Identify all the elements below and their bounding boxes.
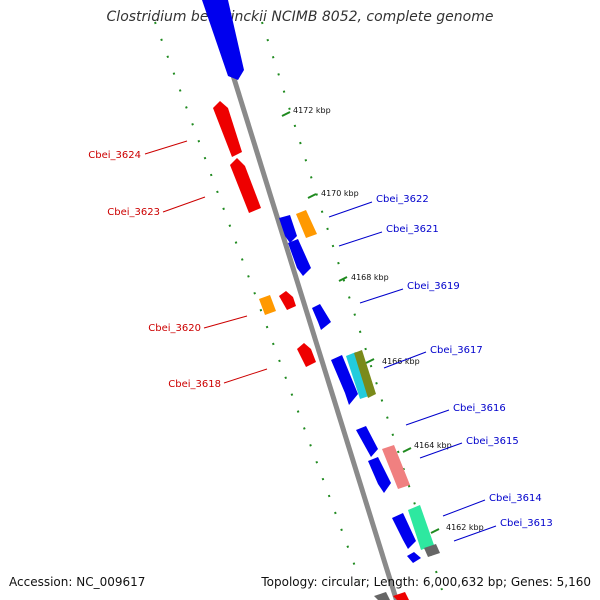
tick-label: 4164 kbp bbox=[414, 441, 452, 450]
genome-backbone bbox=[206, 0, 400, 600]
tick-4170: 4170 kbp bbox=[307, 189, 359, 199]
reverse-gene-3624[interactable] bbox=[213, 101, 242, 157]
leader-line bbox=[383, 351, 427, 369]
reverse-gene-3620[interactable] bbox=[279, 291, 296, 310]
gene-label-cbei-3619[interactable]: Cbei_3619 bbox=[407, 281, 460, 292]
leader-line bbox=[338, 231, 383, 247]
leader-line bbox=[144, 140, 188, 155]
leader-line bbox=[328, 201, 373, 218]
forward-gene-d[interactable] bbox=[331, 355, 358, 405]
gene-label-cbei-3614[interactable]: Cbei_3614 bbox=[489, 493, 542, 504]
orange-gene-3622[interactable] bbox=[296, 210, 317, 238]
leader-line bbox=[359, 288, 404, 304]
forward-gene-g[interactable] bbox=[392, 513, 416, 549]
orange-gene-3620[interactable] bbox=[259, 295, 276, 315]
gene-label-cbei-3618[interactable]: Cbei_3618 bbox=[168, 379, 221, 390]
gene-label-cbei-3617[interactable]: Cbei_3617 bbox=[430, 345, 483, 356]
leader-line bbox=[453, 525, 497, 542]
gray-gene-3613[interactable] bbox=[424, 544, 440, 557]
leader-line bbox=[419, 442, 463, 459]
tick-4162: 4162 kbp bbox=[430, 523, 484, 534]
gene-label-cbei-3616[interactable]: Cbei_3616 bbox=[453, 403, 506, 414]
gray-gene-bottom bbox=[374, 592, 390, 600]
gene-label-cbei-3624[interactable]: Cbei_3624 bbox=[88, 150, 141, 161]
leader-line bbox=[442, 499, 486, 517]
forward-gene-c[interactable] bbox=[312, 304, 331, 330]
olive-gene-3617[interactable] bbox=[354, 350, 376, 398]
tick-label: 4162 kbp bbox=[446, 523, 484, 532]
gene-label-cbei-3615[interactable]: Cbei_3615 bbox=[466, 436, 519, 447]
pink-gene-3615[interactable] bbox=[382, 445, 410, 489]
leader-line bbox=[203, 315, 248, 329]
forward-gene-f[interactable] bbox=[368, 457, 391, 493]
reverse-gene-3623[interactable] bbox=[230, 158, 261, 213]
reverse-gene-3618[interactable] bbox=[297, 343, 316, 367]
gene-label-cbei-3623[interactable]: Cbei_3623 bbox=[107, 207, 160, 218]
tick-label: 4170 kbp bbox=[321, 189, 359, 198]
map-title: Clostridium beijerinckii NCIMB 8052, com… bbox=[106, 9, 494, 25]
gene-label-cbei-3621[interactable]: Cbei_3621 bbox=[386, 224, 439, 235]
cyan-gene-3617[interactable] bbox=[346, 352, 369, 399]
forward-gene-top[interactable] bbox=[202, 0, 244, 80]
forward-gene-b[interactable] bbox=[288, 239, 311, 276]
forward-gene-a[interactable] bbox=[279, 215, 297, 243]
tick-4164: 4164 kbp bbox=[402, 441, 452, 453]
forward-gene-e[interactable] bbox=[356, 426, 378, 457]
accession-label: Accession: NC_009617 bbox=[9, 575, 146, 589]
tick-label: 4172 kbp bbox=[293, 106, 331, 115]
leader-line bbox=[405, 409, 450, 426]
gene-label-cbei-3622[interactable]: Cbei_3622 bbox=[376, 194, 429, 205]
topology-label: Topology: circular; Length: 6,000,632 bp… bbox=[261, 575, 591, 589]
red-gene-bottom bbox=[393, 592, 409, 600]
leader-line bbox=[162, 196, 206, 213]
leader-line bbox=[223, 368, 268, 384]
mint-gene-3614[interactable] bbox=[408, 505, 434, 550]
tick-4172: 4172 kbp bbox=[281, 106, 331, 117]
forward-gene-h[interactable] bbox=[407, 552, 421, 563]
tick-4168: 4168 kbp bbox=[338, 273, 389, 282]
gene-label-cbei-3620[interactable]: Cbei_3620 bbox=[148, 323, 201, 334]
gene-label-cbei-3613[interactable]: Cbei_3613 bbox=[500, 518, 553, 529]
tick-label: 4168 kbp bbox=[351, 273, 389, 282]
